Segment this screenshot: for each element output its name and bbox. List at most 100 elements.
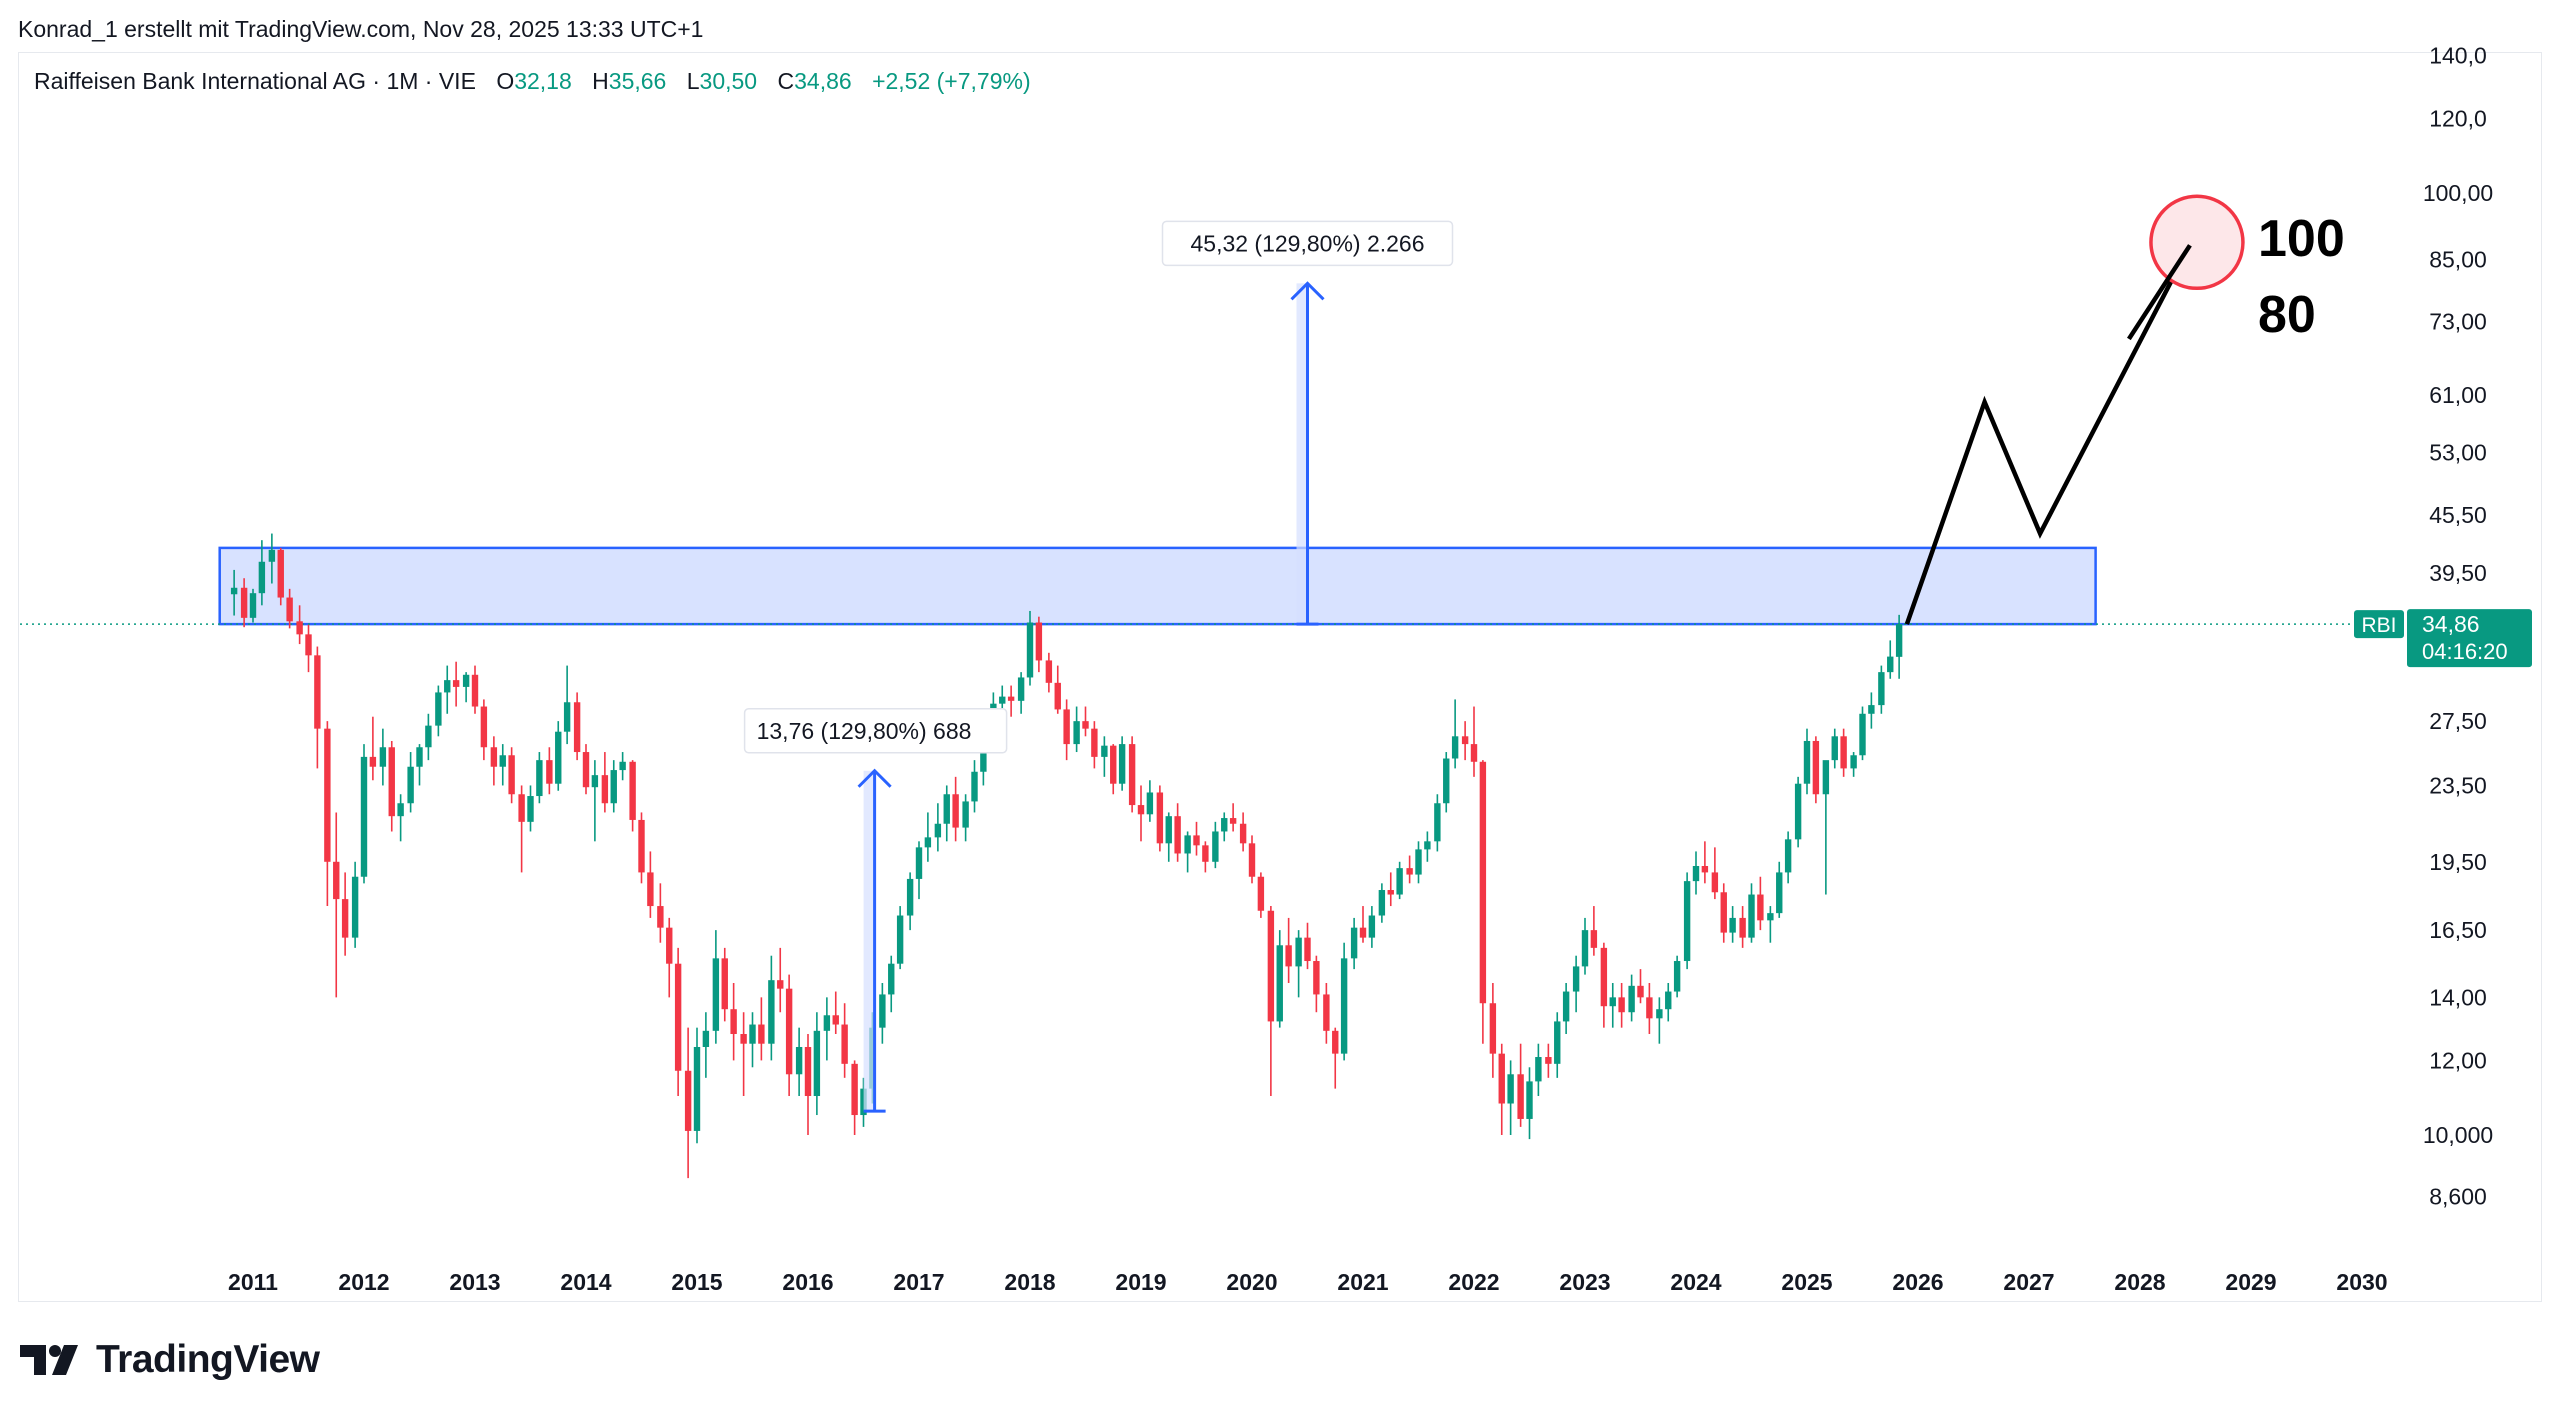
candle [490, 736, 498, 786]
candle-body [416, 747, 423, 767]
candle-body [591, 775, 599, 788]
open-label: O [496, 68, 515, 94]
target-label-80: 80 [2258, 286, 2316, 344]
candle-body [1489, 1003, 1497, 1054]
y-axis: 140,0 120,0 100,00 85,00 73,00 61,00 53,00 45,5… [2423, 42, 2493, 1209]
candle-body [1776, 872, 1783, 914]
candle-body [1007, 696, 1015, 701]
candle-body [1757, 894, 1764, 921]
y-tick-label: 53,00 [2429, 440, 2487, 466]
candle [305, 624, 312, 673]
candle [1340, 942, 1348, 1061]
x-tick-label: 2019 [1115, 1269, 1166, 1295]
candle-body [1784, 839, 1792, 873]
candle-body [1165, 816, 1172, 844]
candle-body [1137, 805, 1145, 815]
candle-body [924, 837, 932, 848]
candle-body [1803, 740, 1811, 784]
candle [444, 665, 451, 714]
candle [462, 672, 470, 703]
candle [480, 699, 488, 761]
candle-body [906, 878, 914, 916]
candle-body [249, 593, 257, 618]
candle-body [1082, 721, 1089, 729]
candle [813, 1012, 821, 1116]
x-tick-label: 2024 [1670, 1269, 1721, 1295]
candle-body [879, 994, 886, 1028]
y-tick-label: 23,50 [2429, 772, 2487, 798]
candle [1692, 851, 1700, 895]
candle-body [1554, 1021, 1561, 1064]
candle-body [1581, 930, 1589, 967]
candle [1295, 930, 1302, 998]
x-tick-label: 2027 [2003, 1269, 2054, 1295]
candle-body [1470, 744, 1478, 762]
candle [1110, 744, 1117, 795]
candle [785, 974, 793, 1097]
symbol-legend: Raiffeisen Bank International AG · 1M · … [34, 68, 1031, 95]
x-tick-label: 2012 [338, 1269, 389, 1295]
candle [1451, 699, 1459, 769]
candle [823, 997, 831, 1061]
measure-big-box [1161, 220, 1454, 267]
candle-body [407, 766, 414, 804]
last-price-badge [2407, 609, 2532, 668]
candle-body [721, 958, 728, 1010]
candle [1489, 982, 1497, 1078]
candle-body [1156, 792, 1164, 844]
candle [1673, 955, 1681, 998]
candle-body [1665, 991, 1672, 1010]
candle-body [1628, 985, 1635, 1013]
candle [1073, 706, 1080, 753]
close-label: C [777, 68, 795, 94]
candle-body [1045, 660, 1053, 683]
y-tick-label: 73,00 [2429, 309, 2487, 335]
candle-body [1406, 868, 1413, 875]
candle [1637, 969, 1644, 1004]
candle-body [1202, 845, 1209, 862]
candle [1840, 728, 1847, 777]
candle-body [730, 1009, 737, 1035]
candle-body [1572, 966, 1580, 992]
candle-body [1859, 713, 1866, 756]
candle [1526, 1067, 1533, 1140]
tradingview-logo[interactable]: TradingView [20, 1338, 320, 1382]
candle-body [1368, 915, 1376, 938]
candle [397, 794, 404, 842]
candle [1424, 831, 1431, 862]
candle-body [1812, 740, 1820, 795]
candle [851, 1060, 858, 1135]
candle-body [379, 747, 387, 767]
y-tick-label: 10,000 [2423, 1122, 2493, 1148]
candle-body [971, 771, 978, 802]
candle-body [1794, 783, 1802, 840]
candle [906, 872, 914, 931]
candle [1323, 982, 1330, 1044]
candle-body [1174, 816, 1181, 854]
candle-body [1248, 843, 1256, 877]
candle [629, 760, 636, 832]
candle [249, 588, 257, 623]
candle-body [1184, 835, 1191, 854]
candle [1184, 831, 1191, 873]
candle [749, 1012, 756, 1068]
candle-body [527, 796, 534, 822]
candle-body [1239, 823, 1247, 844]
candle [360, 744, 368, 884]
candle [1443, 752, 1450, 813]
candle [1822, 760, 1830, 895]
candle [573, 692, 581, 761]
candle-body [1415, 849, 1422, 875]
brand-name: TradingView [96, 1338, 320, 1381]
y-tick-label: 120,0 [2429, 105, 2487, 131]
candle-body [286, 597, 293, 622]
candle [943, 785, 950, 842]
candle-body [657, 906, 664, 928]
symbol-name[interactable]: Raiffeisen Bank International AG · 1M · … [34, 68, 476, 94]
candle-body [934, 823, 942, 838]
candle [841, 1003, 848, 1078]
candle-body [1600, 947, 1608, 1007]
candle [1767, 906, 1774, 943]
candle-body [1378, 890, 1386, 916]
